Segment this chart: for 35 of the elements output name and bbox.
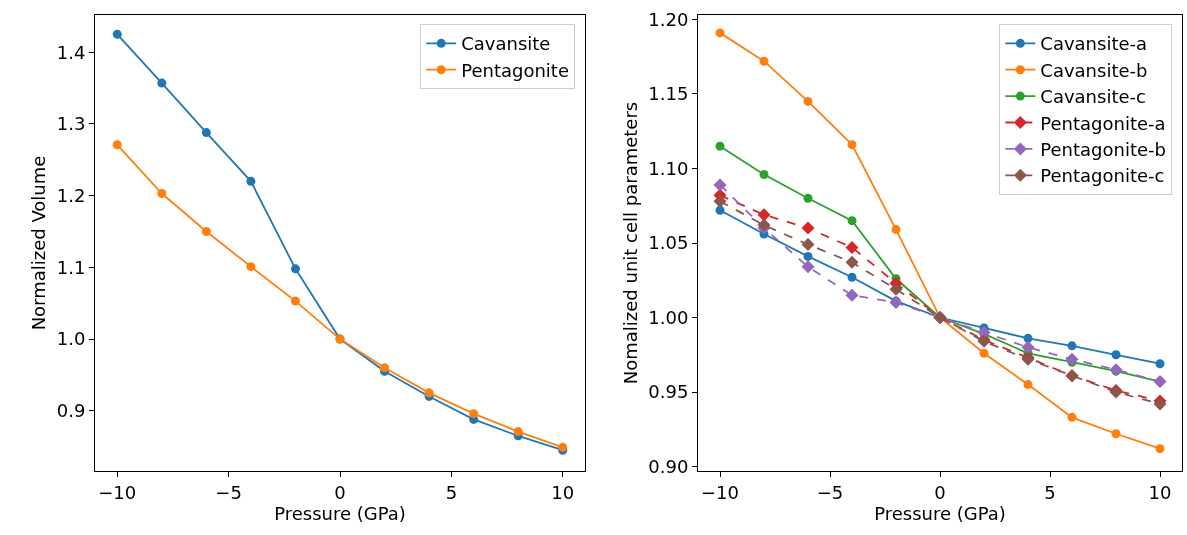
x-tick-label: 5 [1044, 481, 1056, 503]
y-tick-label: 1.2 [56, 184, 86, 206]
x-tick-label: 5 [445, 481, 458, 503]
y-tick-label: 0.90 [648, 455, 689, 477]
y-tick-label: 1.05 [648, 232, 689, 254]
x-tick-label: −5 [816, 481, 844, 503]
y-tick-label: 0.95 [648, 381, 689, 403]
y-tick-label: 1.10 [648, 157, 689, 179]
legend-label: Cavansite-a [1040, 33, 1148, 55]
x-tick-label: 10 [551, 481, 575, 503]
y-axis-title: Normalized Volume [27, 155, 49, 331]
x-tick-label: 0 [934, 481, 946, 503]
y-tick-label: 0.9 [56, 400, 86, 422]
x-tick-label: −5 [215, 481, 242, 503]
y-tick-label: 1.4 [56, 41, 86, 63]
legend-label: Pentagonite-a [1040, 112, 1166, 134]
legend-label: Cavansite-c [1040, 86, 1146, 108]
y-axis-title: Nomalized unit cell parameters [619, 101, 641, 385]
y-tick-label: 1.15 [648, 83, 689, 105]
legend-label: Pentagonite-c [1040, 165, 1165, 187]
legend-label: Cavansite-b [1040, 59, 1148, 81]
x-tick-label: −10 [98, 481, 137, 503]
legend-label: Cavansite [461, 33, 551, 55]
y-tick-label: 1.0 [56, 328, 86, 350]
y-tick-label: 1.20 [648, 8, 689, 30]
x-tick-label: −10 [701, 481, 739, 503]
x-axis-title: Pressure (GPa) [874, 502, 1006, 524]
y-tick-label: 1.3 [56, 113, 86, 135]
y-tick-label: 1.1 [56, 256, 86, 278]
x-tick-label: 0 [334, 481, 346, 503]
x-tick-label: 10 [1148, 481, 1172, 503]
legend-label: Pentagonite [461, 59, 569, 81]
legend-label: Pentagonite-b [1040, 138, 1167, 160]
x-axis-title: Pressure (GPa) [274, 502, 406, 524]
y-tick-label: 1.00 [648, 306, 689, 328]
